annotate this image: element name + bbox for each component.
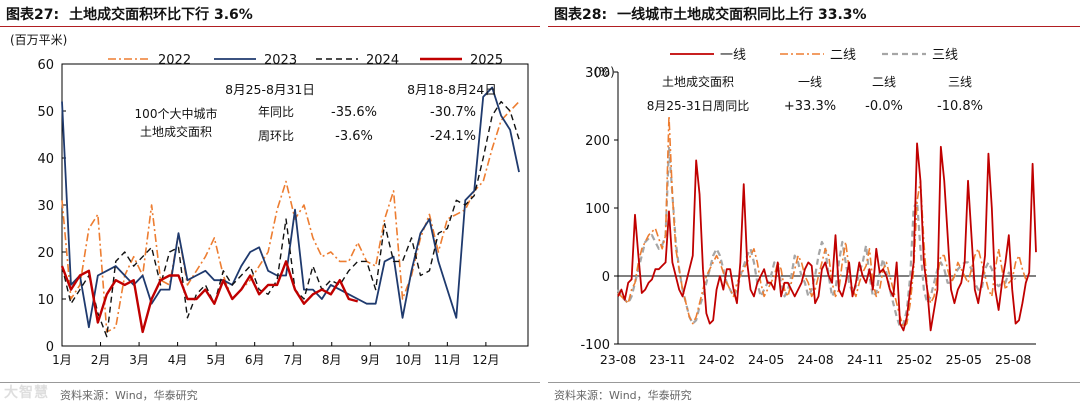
right-figure-title-text: 一线城市土地成交面积同比上行 33.3% [617, 7, 867, 23]
right-x-tick-label: 25-08 [995, 352, 1031, 367]
right-series-一线 [617, 142, 1037, 332]
left-series-2022 [61, 101, 520, 333]
right-anno-h1: 一线 [798, 75, 822, 89]
left-series-2025 [60, 260, 359, 334]
right-series-lines [617, 115, 1037, 332]
left-anno-label-1: 100个大中城市 [135, 106, 218, 121]
right-figure-title: 图表28: 一线城市土地成交面积同比上行 33.3% [554, 4, 867, 24]
right-axes: (%) -100 0 100 200 300 23-08 23-11 24-02 24-05 24-… [580, 65, 1036, 367]
right-title-rule [548, 26, 1080, 27]
left-legend: 2022 2023 2024 2025 [108, 53, 503, 68]
right-anno-v2: -0.0% [865, 99, 903, 114]
right-anno-label: 土地成交面积 [662, 74, 734, 89]
left-title-rule [0, 26, 540, 27]
right-y-tick-label: -100 [580, 338, 610, 353]
right-y-tick-label: 300 [585, 66, 610, 81]
left-y-tick-label: 20 [37, 246, 54, 261]
left-anno-header-1: 8月25-8月31日 [225, 82, 315, 97]
left-y-axis-label: (百万平米) [10, 33, 67, 47]
right-anno-label-2: 8月25-31日周同比 [647, 99, 750, 113]
left-bottom-rule [0, 382, 540, 383]
right-y-axis-label: (%) [594, 65, 615, 79]
left-axes: (百万平米) 0 10 20 30 40 50 60 1月 2月 3月 4月 5月 6月 7月 8月 9月 10月… [10, 33, 529, 367]
left-anno-label-2: 土地成交面积 [140, 124, 212, 139]
right-anno-h2: 二线 [872, 75, 896, 89]
left-y-tick-label: 50 [37, 105, 54, 120]
left-x-tick-label: 8月 [322, 353, 342, 367]
left-legend-label: 2022 [158, 53, 191, 68]
right-legend: 一线 二线 三线 [670, 48, 958, 63]
right-x-tick-label: 24-02 [699, 352, 735, 367]
right-x-tick-label: 25-02 [896, 352, 932, 367]
right-anno-v3: -10.8% [937, 99, 983, 114]
left-figure-number: 图表27: [6, 7, 60, 23]
right-x-tick-label: 23-11 [649, 352, 685, 367]
left-legend-label: 2025 [470, 53, 503, 68]
right-figure-panel: 图表28: 一线城市土地成交面积同比上行 33.3% (%) -100 0 100 200… [548, 0, 1080, 416]
right-y-tick-label: 0 [602, 270, 610, 285]
left-anno-row1-label: 年同比 [258, 105, 294, 119]
left-line-chart: (百万平米) 0 10 20 30 40 50 60 1月 2月 3月 4月 5月 6月 7月 8月 9月 10月… [10, 33, 529, 367]
right-x-tick-label: 24-05 [748, 352, 784, 367]
left-x-tick-label: 4月 [168, 353, 188, 367]
left-y-tick-label: 60 [37, 58, 54, 73]
left-anno-row2-v1: -3.6% [335, 129, 373, 144]
left-x-tick-label: 6月 [245, 353, 265, 367]
left-anno-header-2: 8月18-8月24日 [407, 82, 497, 97]
left-x-tick-label: 5月 [206, 353, 226, 367]
watermark-logo: 大智慧 [4, 385, 49, 401]
left-y-tick-label: 10 [37, 293, 54, 308]
right-anno-v1: +33.3% [784, 99, 836, 114]
left-figure-panel: 图表27: 土地成交面积环比下行 3.6% (百万平米) 0 10 20 30 40 50 60… [0, 4, 540, 402]
left-series-lines [60, 86, 520, 338]
right-x-tick-label: 24-08 [797, 352, 833, 367]
left-anno-row1-v2: -30.7% [430, 105, 476, 120]
left-figure-title-text: 土地成交面积环比下行 3.6% [69, 7, 253, 23]
right-bottom-rule [548, 382, 1080, 383]
right-figure-number: 图表28: [554, 7, 608, 23]
left-y-tick-label: 30 [37, 199, 54, 214]
left-anno-row2-label: 周环比 [258, 129, 294, 143]
left-anno-row1-v1: -35.6% [331, 105, 377, 120]
left-figure-title: 图表27: 土地成交面积环比下行 3.6% [6, 4, 253, 24]
right-legend-label: 三线 [932, 48, 958, 63]
left-x-tick-label: 10月 [395, 353, 422, 367]
left-x-tick-label: 11月 [434, 353, 461, 367]
left-annotation-table: 8月25-8月31日 8月18-8月24日 100个大中城市 土地成交面积 年同… [135, 82, 497, 144]
left-x-tick-label: 2月 [91, 353, 111, 367]
right-x-tick-label: 23-08 [600, 352, 636, 367]
left-anno-row2-v2: -24.1% [430, 129, 476, 144]
left-y-tick-label: 0 [46, 340, 54, 355]
left-y-tick-label: 40 [37, 152, 54, 167]
right-series-二线 [617, 115, 1027, 328]
left-x-tick-label: 3月 [129, 353, 149, 367]
right-legend-label: 二线 [830, 48, 856, 63]
left-legend-label: 2023 [264, 53, 297, 68]
left-x-tick-label: 9月 [360, 353, 380, 367]
right-y-tick-label: 200 [585, 134, 610, 149]
left-legend-label: 2024 [366, 53, 399, 68]
left-x-tick-label: 12月 [472, 353, 499, 367]
right-y-tick-label: 100 [585, 202, 610, 217]
right-source-note: 资料来源：Wind，华泰研究 [554, 389, 692, 402]
right-series-三线 [617, 145, 1017, 329]
left-source-note: 资料来源：Wind，华泰研究 [60, 389, 198, 402]
left-x-tick-label: 1月 [52, 353, 72, 367]
right-line-chart: (%) -100 0 100 200 300 23-08 23-11 24-02 24-05 24-… [580, 48, 1037, 367]
right-x-tick-label: 25-05 [946, 352, 982, 367]
left-series-2023 [61, 86, 520, 329]
left-x-tick-label: 7月 [283, 353, 303, 367]
right-annotation-table: 土地成交面积 8月25-31日周同比 一线 二线 三线 +33.3% -0.0%… [647, 74, 983, 114]
right-legend-label: 一线 [720, 48, 746, 63]
right-x-tick-label: 24-11 [847, 352, 883, 367]
right-anno-h3: 三线 [948, 75, 972, 89]
